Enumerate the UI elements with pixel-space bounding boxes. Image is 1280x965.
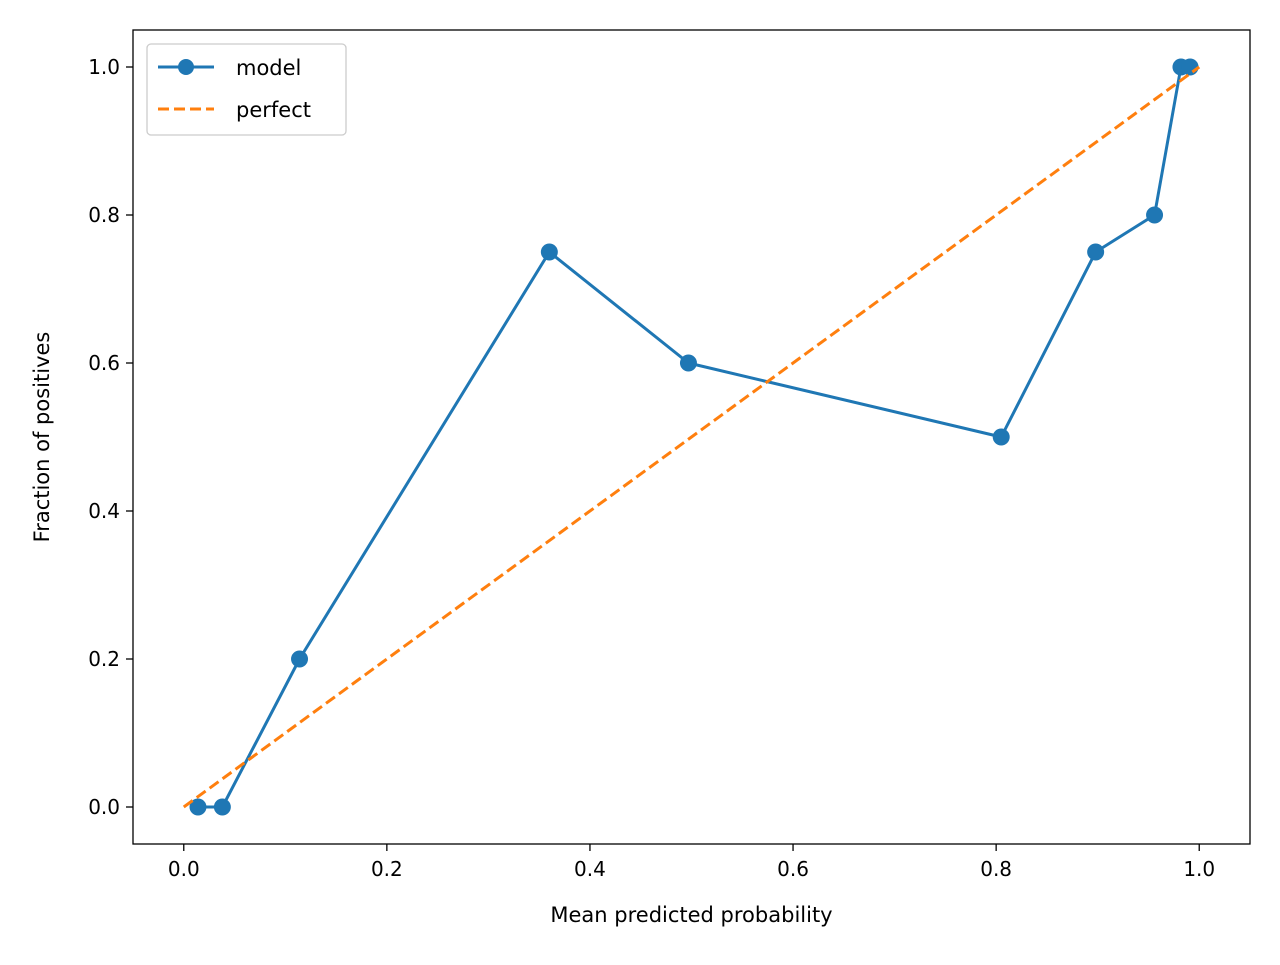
plot-frame <box>132 29 1251 845</box>
series-model-point <box>213 798 231 816</box>
ticks-layer: 0.0 0.2 0.4 0.6 0.8 1.0 0.0 0.2 0.4 0.6 0.8 1.0 <box>88 55 1215 881</box>
series-model-point <box>540 243 558 261</box>
y-tick-label: 0.4 <box>88 499 120 523</box>
legend-model-label: model <box>236 56 301 80</box>
x-tick-label: 0.0 <box>168 857 200 881</box>
x-tick-label: 0.8 <box>980 857 1012 881</box>
series-model-point <box>189 798 207 816</box>
x-tick-label: 1.0 <box>1183 857 1215 881</box>
legend: model perfect <box>146 43 347 136</box>
y-tick-label: 0.6 <box>88 351 120 375</box>
y-tick-label: 1.0 <box>88 55 120 79</box>
series-model-point <box>1181 58 1199 76</box>
series-model-point <box>679 354 697 372</box>
series-model-point <box>291 650 309 668</box>
legend-model-marker <box>178 59 194 75</box>
x-axis-label: Mean predicted probability <box>550 903 832 927</box>
x-tick-label: 0.6 <box>777 857 809 881</box>
y-tick-label: 0.2 <box>88 647 120 671</box>
legend-perfect-label: perfect <box>236 98 311 122</box>
x-tick-label: 0.4 <box>574 857 606 881</box>
y-tick-label: 0.8 <box>88 203 120 227</box>
x-tick-label: 0.2 <box>371 857 403 881</box>
y-tick-label: 0.0 <box>88 795 120 819</box>
series-perfect-line <box>182 65 1201 809</box>
series-model-point <box>1087 243 1105 261</box>
series-model-point <box>992 428 1010 446</box>
series-model-line <box>197 65 1191 809</box>
series-model-point <box>1146 206 1164 224</box>
y-axis-label: Fraction of positives <box>30 332 54 543</box>
marks-layer <box>182 58 1201 816</box>
